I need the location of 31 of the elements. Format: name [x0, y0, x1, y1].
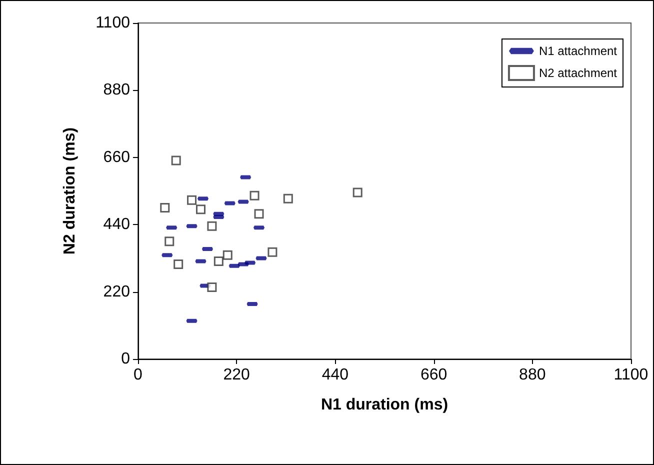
y-tick-label: 1100 [96, 14, 130, 32]
point [254, 209, 264, 219]
point [283, 194, 293, 204]
x-tick-label: 1100 [614, 366, 648, 384]
legend-label: N1 attachment [538, 44, 618, 58]
y-axis-title: N2 duration (ms) [62, 127, 78, 255]
point [187, 195, 197, 205]
point [352, 188, 362, 198]
x-axis-title: N1 duration (ms) [320, 396, 448, 414]
y-tick-label: 0 [121, 350, 130, 368]
point [164, 236, 174, 246]
point [174, 260, 184, 270]
point [268, 247, 278, 257]
legend-label: N2 attachment [538, 66, 618, 80]
x-tick-label: 880 [519, 366, 546, 384]
y-tick-label: 440 [103, 216, 130, 234]
x-tick-label: 660 [420, 366, 448, 384]
point [171, 156, 181, 166]
point [207, 221, 217, 231]
point [207, 282, 217, 292]
y-tick-label: 660 [103, 148, 130, 166]
x-tick-label: 220 [223, 366, 250, 384]
point [250, 190, 260, 200]
y-tick-label: 880 [103, 82, 130, 99]
x-tick-label: 440 [322, 366, 349, 384]
point [160, 203, 170, 213]
point [222, 250, 232, 260]
point [196, 204, 206, 214]
point [214, 256, 224, 266]
y-tick-label: 220 [103, 283, 130, 300]
x-tick-label: 0 [134, 366, 143, 384]
